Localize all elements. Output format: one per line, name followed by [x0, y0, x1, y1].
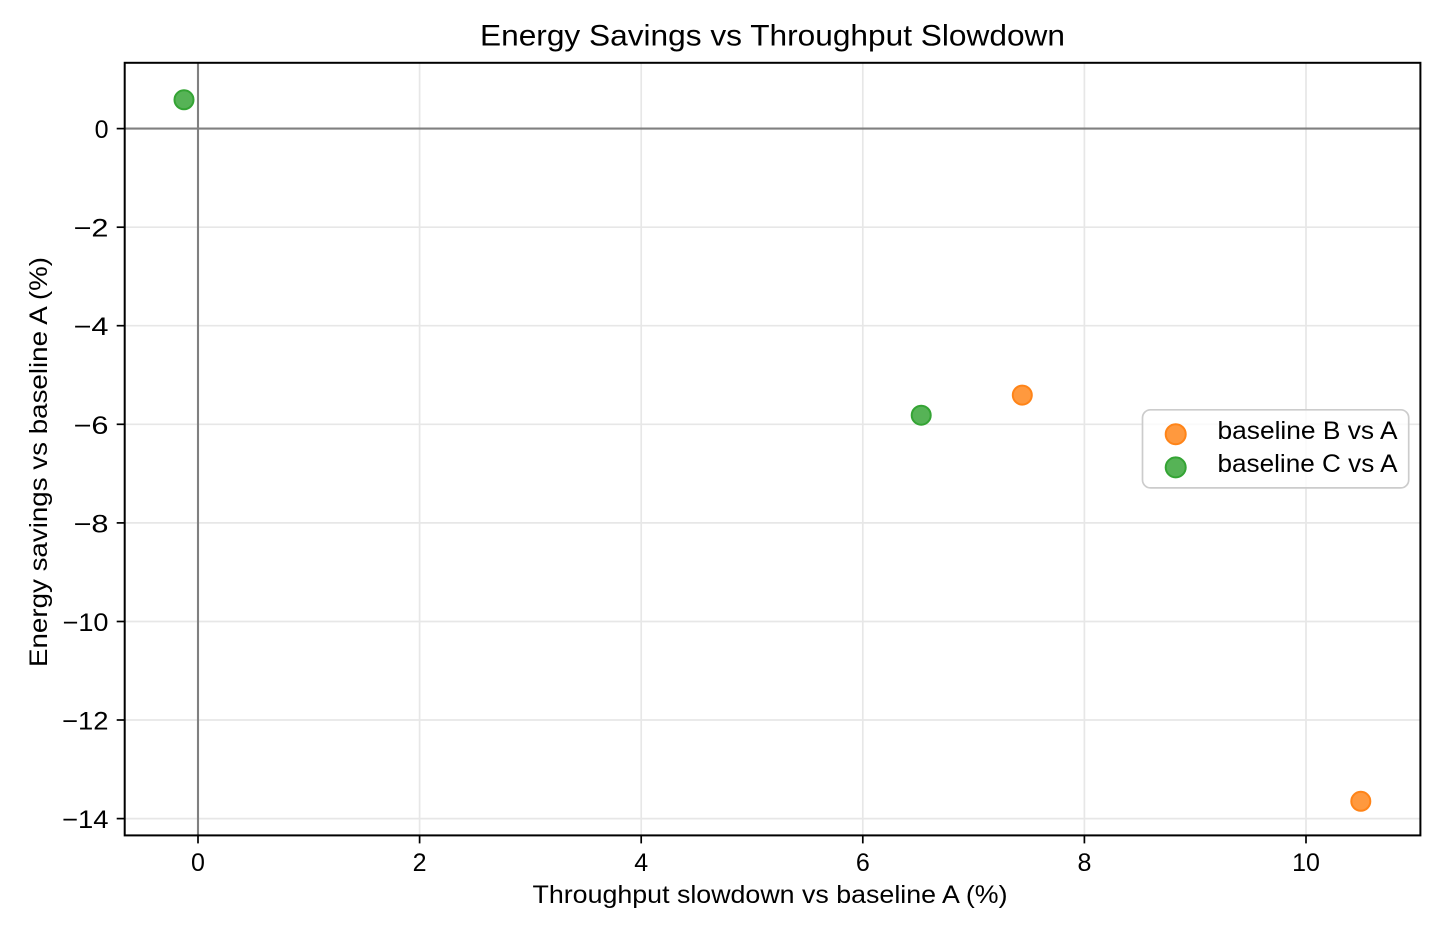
svg-text:Throughput slowdown vs baselin: Throughput slowdown vs baseline A (%)	[533, 881, 1008, 909]
svg-text:4: 4	[634, 849, 648, 877]
svg-text:Energy savings vs baseline A (: Energy savings vs baseline A (%)	[25, 257, 53, 667]
svg-text:−8: −8	[74, 510, 109, 538]
svg-text:−4: −4	[74, 313, 109, 341]
svg-text:−10: −10	[63, 609, 109, 637]
svg-text:baseline C vs A: baseline C vs A	[1218, 450, 1398, 478]
svg-text:0: 0	[95, 116, 109, 144]
svg-text:−6: −6	[74, 412, 109, 440]
svg-text:0: 0	[191, 849, 205, 877]
svg-text:−2: −2	[74, 215, 109, 243]
svg-text:10: 10	[1292, 849, 1320, 877]
svg-text:2: 2	[413, 849, 427, 877]
svg-text:6: 6	[856, 849, 870, 877]
svg-text:Energy Savings vs Throughput S: Energy Savings vs Throughput Slowdown	[480, 20, 1065, 53]
svg-text:8: 8	[1077, 849, 1091, 877]
svg-text:baseline B vs A: baseline B vs A	[1218, 417, 1398, 445]
svg-text:−14: −14	[62, 806, 109, 834]
svg-text:−12: −12	[62, 708, 109, 736]
